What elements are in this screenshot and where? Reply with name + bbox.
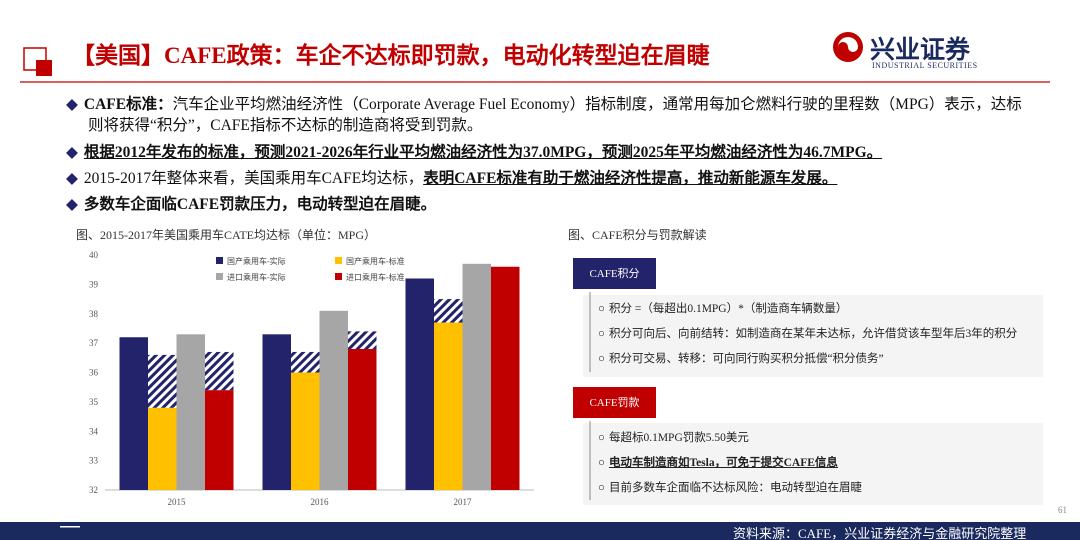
- y-tick-label: 40: [89, 250, 99, 260]
- legend-label: 进口乘用车-标准: [346, 272, 405, 282]
- bar: [176, 334, 205, 490]
- bar-hatch: [291, 351, 320, 373]
- legend-label: 国产乘用车-标准: [346, 256, 405, 266]
- panel-item: ○ 电动车制造商如Tesla，可免于提交CAFE信息: [598, 454, 838, 470]
- bar: [205, 390, 234, 490]
- panel-tag-box: [573, 258, 656, 289]
- panel-title: 图、CAFE积分与罚款解读: [568, 228, 707, 242]
- panel-item-text: 积分可向后、向前结转：如制造商在某年未达标，允许借贷该车型年后3年的积分: [608, 328, 1018, 340]
- y-tick-label: 33: [89, 456, 99, 466]
- bar: [291, 372, 320, 490]
- text-run: 根据2012年发布的标准，预测2021-2026年行业平均燃油经济性为37.0M…: [83, 144, 883, 161]
- chart-title: 图、2015-2017年美国乘用车CATE均达标（单位：MPG）: [76, 228, 377, 242]
- x-tick-label: 2016: [311, 497, 330, 507]
- bullet: 多数车企面临CAFE罚款压力，电动转型迫在眉睫。: [66, 194, 1056, 215]
- bullet-dot: ○: [598, 457, 605, 469]
- bar: [491, 266, 520, 490]
- logo-text: 兴业证券: [870, 37, 971, 64]
- text-run: 多数车企面临CAFE罚款压力，电动转型迫在眉睫。: [83, 196, 437, 213]
- legend-swatch: [216, 273, 223, 280]
- bullet: 根据2012年发布的标准，预测2021-2026年行业平均燃油经济性为37.0M…: [66, 142, 1056, 163]
- y-tick-label: 35: [89, 397, 99, 407]
- panel-item-text: 积分可交易、转移：可向同行购买积分抵偿“积分债务”: [608, 353, 884, 365]
- legend-swatch: [335, 273, 342, 280]
- bar: [405, 278, 434, 490]
- bar: [262, 334, 291, 490]
- logo-sub: INDUSTRIAL SECURITIES: [872, 61, 978, 70]
- bar: [434, 322, 463, 490]
- panel-item: ○ 积分 =（每超出0.1MPG）*（制造商车辆数量）: [598, 300, 847, 316]
- y-tick-label: 34: [89, 426, 99, 436]
- bar-hatch: [348, 331, 377, 349]
- panel-item-text: 积分 =（每超出0.1MPG）*（制造商车辆数量）: [608, 303, 848, 315]
- panel-tag: CAFE罚款: [589, 395, 639, 409]
- panel-item-text: 电动车制造商如Tesla，可免于提交CAFE信息: [608, 457, 838, 469]
- bullet-dot: ○: [598, 482, 605, 494]
- panel-tag-box: [573, 387, 656, 418]
- y-tick-label: 39: [89, 279, 99, 289]
- page-number: 61: [1058, 505, 1067, 515]
- bar: [319, 310, 348, 490]
- bar: [462, 263, 491, 490]
- slide-title: 【美国】CAFE政策：车企不达标即罚款，电动化转型迫在眉睫: [72, 43, 710, 68]
- bullet-dot: ○: [598, 303, 605, 315]
- panel-item-text: 目前多数车企面临不达标风险：电动转型迫在眉睫: [608, 482, 862, 494]
- source: 资料来源：CAFE，兴业证券经济与金融研究院整理: [733, 526, 1027, 540]
- panel-item: ○ 积分可向后、向前结转：如制造商在某年未达标，允许借贷该车型年后3年的积分: [598, 325, 1017, 341]
- text-run: 2015-2017年整体来看，美国乘用车CAFE均达标，: [83, 170, 424, 187]
- bar: [348, 349, 377, 490]
- legend-label: 国产乘用车-实际: [227, 256, 286, 266]
- panel-item: ○ 积分可交易、转移：可向同行购买积分抵偿“积分债务”: [598, 350, 884, 366]
- panel-item: ○ 目前多数车企面临不达标风险：电动转型迫在眉睫: [598, 479, 862, 495]
- y-tick-label: 37: [89, 338, 99, 348]
- x-tick-label: 2017: [454, 497, 473, 507]
- bullet: 2015-2017年整体来看，美国乘用车CAFE均达标，表明CAFE标准有助于燃…: [66, 168, 1056, 189]
- bullet: CAFE标准：汽车企业平均燃油经济性（Corporate Average Fue…: [66, 94, 1028, 136]
- y-tick-label: 38: [89, 309, 99, 319]
- panel-item-text: 每超标0.1MPG罚款5.50美元: [608, 432, 749, 444]
- bullet-dot: ○: [598, 328, 605, 340]
- text-run: CAFE标准：: [83, 96, 173, 113]
- text-run: 表明CAFE标准有助于燃油经济性提高，推动新能源车发展。: [423, 170, 838, 187]
- legend-swatch: [216, 257, 223, 264]
- bar-hatch: [148, 354, 177, 408]
- legend-swatch: [335, 257, 342, 264]
- bullet-dot: ○: [598, 353, 605, 365]
- legend-label: 进口乘用车-实际: [227, 272, 286, 282]
- panel-item: ○ 每超标0.1MPG罚款5.50美元: [598, 429, 749, 445]
- bullet-dot: ○: [598, 432, 605, 444]
- bar: [119, 337, 148, 490]
- bar: [148, 407, 177, 490]
- panel-tag: CAFE积分: [589, 267, 639, 280]
- x-tick-label: 2015: [168, 497, 187, 507]
- bar-hatch: [205, 351, 234, 391]
- y-tick-label: 36: [89, 368, 99, 378]
- bar-hatch: [434, 299, 463, 323]
- text-run: 汽车企业平均燃油经济性（Corporate Average Fuel Econo…: [88, 96, 1022, 134]
- y-tick-label: 32: [89, 485, 98, 495]
